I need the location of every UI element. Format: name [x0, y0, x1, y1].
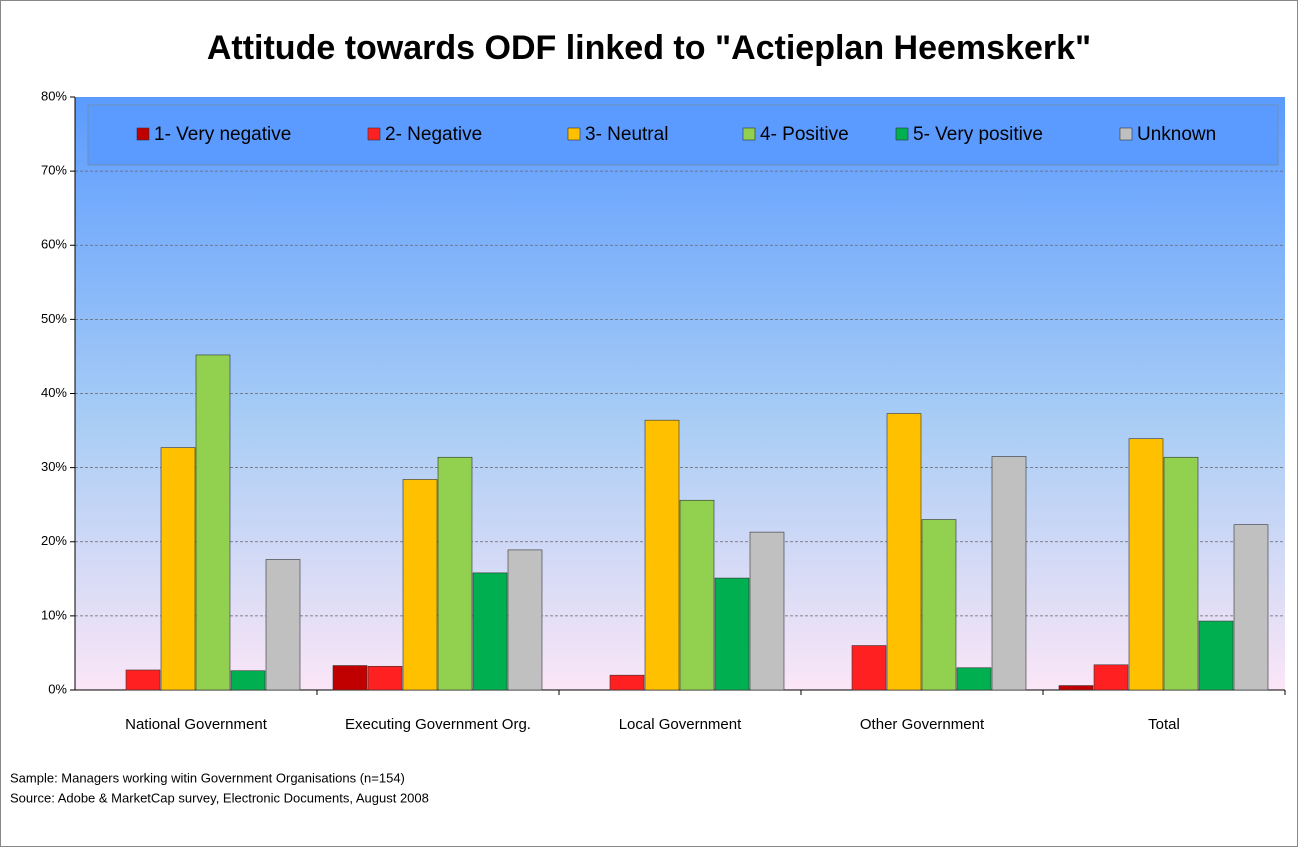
y-tick-label: 80% [41, 88, 67, 103]
legend-swatch [367, 127, 381, 141]
bar [644, 419, 680, 691]
y-tick-label: 50% [41, 311, 67, 326]
bar [1093, 664, 1129, 691]
chart-title: Attitude towards ODF linked to "Actiepla… [207, 29, 1091, 67]
y-tick-label: 20% [41, 533, 67, 548]
y-tick-label: 10% [41, 607, 67, 622]
bar [609, 674, 645, 691]
y-tick-label: 0% [48, 681, 67, 696]
y-tick-label: 60% [41, 237, 67, 252]
bar [125, 669, 161, 691]
bar [714, 577, 750, 691]
legend-label: 3- Neutral [585, 124, 668, 145]
bar [851, 645, 887, 691]
legend-box [87, 104, 1279, 166]
bar [1163, 456, 1199, 691]
bar [956, 667, 992, 691]
legend-swatch [895, 127, 909, 141]
note: Sample: Managers working witin Governmen… [10, 770, 405, 785]
bar [1058, 685, 1094, 691]
x-tick-label: Other Government [860, 716, 985, 733]
bar [921, 519, 957, 691]
bar [367, 665, 403, 691]
bar [749, 531, 785, 691]
note: Source: Adobe & MarketCap survey, Electr… [10, 790, 429, 805]
bar [160, 447, 196, 691]
x-tick-label: Local Government [619, 716, 742, 733]
y-tick-label: 40% [41, 385, 67, 400]
bar [265, 559, 301, 691]
y-tick-label: 30% [41, 459, 67, 474]
legend-label: Unknown [1137, 124, 1216, 145]
bar [402, 479, 438, 691]
bar [679, 499, 715, 691]
bar [991, 456, 1027, 691]
legend-swatch [1119, 127, 1133, 141]
legend-label: 2- Negative [385, 124, 482, 145]
bar [437, 456, 473, 691]
bar [472, 572, 508, 691]
x-tick-label: Total [1148, 716, 1180, 733]
bar [332, 665, 368, 691]
bar [507, 549, 543, 691]
bar [1198, 620, 1234, 691]
bar [195, 354, 231, 691]
legend-label: 1- Very negative [154, 124, 291, 145]
bar [1128, 438, 1164, 691]
legend-swatch [742, 127, 756, 141]
legend-label: 4- Positive [760, 124, 849, 145]
x-tick-label: National Government [125, 716, 268, 733]
bar [1233, 524, 1269, 691]
bar [230, 670, 266, 691]
legend-label: 5- Very positive [913, 124, 1043, 145]
y-tick-label: 70% [41, 163, 67, 178]
bar [886, 413, 922, 691]
x-tick-label: Executing Government Org. [345, 716, 531, 733]
legend-swatch [136, 127, 150, 141]
legend-swatch [567, 127, 581, 141]
